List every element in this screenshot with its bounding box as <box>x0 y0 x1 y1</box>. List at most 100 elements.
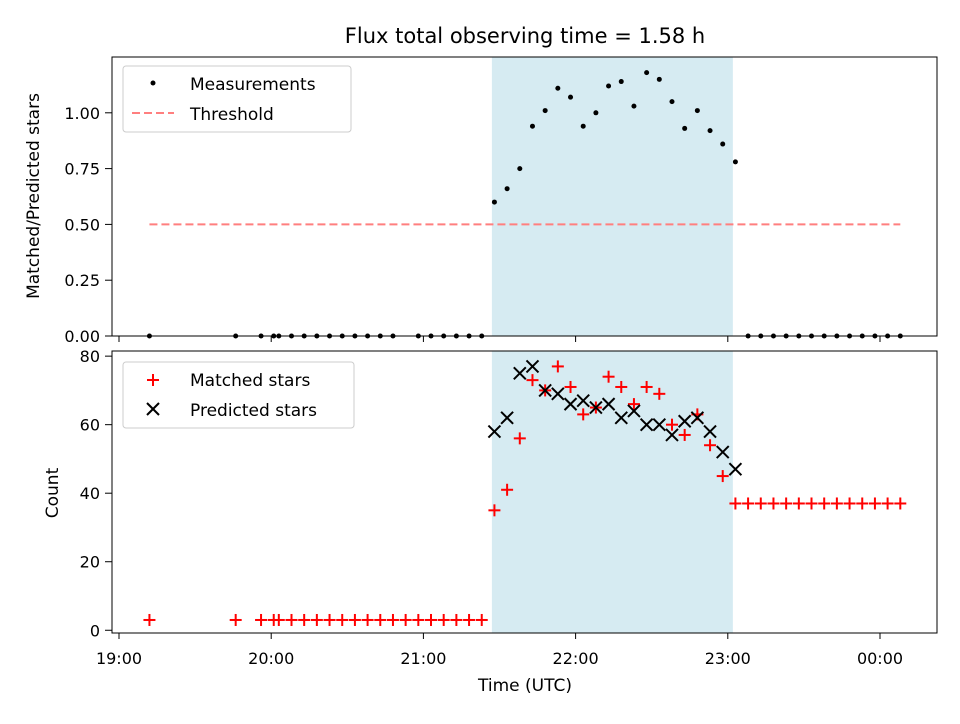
measurement-point <box>644 70 650 76</box>
matched-star-point <box>475 613 488 626</box>
top-y-tick-label: 0.50 <box>64 215 100 234</box>
matched-star-point <box>653 387 666 400</box>
matched-star-point <box>513 432 526 445</box>
predicted-star-point <box>487 424 502 439</box>
matched-star-point <box>868 497 881 510</box>
predicted-star-point <box>551 387 565 401</box>
bottom-frame <box>111 350 938 634</box>
bottom-y-tick-label: 40 <box>80 484 100 503</box>
measurement-point <box>656 76 662 82</box>
top-legend: Measurements Threshold <box>122 65 352 133</box>
x-tick-label: 20:00 <box>248 649 294 668</box>
top-highlight-span <box>491 57 733 336</box>
predicted-star-point <box>589 400 603 415</box>
x-tick-label: 19:00 <box>96 649 142 668</box>
chart-title: Flux total observing time = 1.58 h <box>345 24 705 48</box>
matched-star-point <box>437 613 450 626</box>
bottom-x-ticks: 19:00 20:00 21:00 22:00 23:00 00:00 <box>96 633 903 668</box>
x-axis-label: Time (UTC) <box>477 676 572 696</box>
legend-measurements-label: Measurements <box>190 75 316 95</box>
measurement-point <box>707 128 713 134</box>
top-frame <box>111 56 938 337</box>
matched-star-point <box>229 613 242 626</box>
predicted-star-point <box>500 411 514 425</box>
bottom-legend-box <box>122 361 355 429</box>
matched-star-point <box>323 613 336 626</box>
matched-star-point <box>564 380 577 393</box>
legend-matched-marker <box>147 374 159 386</box>
measurement-point <box>593 110 599 116</box>
legend-threshold-label: Threshold <box>189 105 274 125</box>
matched-star-point <box>742 497 755 510</box>
top-x-ticks <box>118 336 881 342</box>
matched-star-point <box>602 370 615 383</box>
matched-star-point <box>425 613 438 626</box>
bottom-y-ticks: 0 20 40 60 80 <box>80 347 112 640</box>
matched-star-point <box>272 613 285 626</box>
matched-star-point <box>716 470 729 483</box>
matched-star-point <box>704 439 717 452</box>
predicted-star-point <box>652 417 667 432</box>
measurement-point <box>555 85 561 91</box>
top-y-tick-label: 0.25 <box>64 271 100 290</box>
measurement-point <box>732 159 738 165</box>
measurement-point <box>542 108 548 114</box>
matched-star-point <box>285 613 298 626</box>
predicted-star-point <box>665 428 679 442</box>
bottom-panel: 0 20 40 60 80 19:00 20:00 21:00 22:00 23:00 00:00… <box>43 347 938 696</box>
matched-star-point <box>754 497 767 510</box>
measurement-point <box>580 123 586 129</box>
measurement-point <box>606 83 612 89</box>
predicted-star-point <box>677 414 692 428</box>
predicted-star-point <box>525 359 540 374</box>
predicted-star-point <box>576 393 590 408</box>
bottom-y-tick-label: 60 <box>80 416 100 435</box>
matched-star-point <box>399 613 412 626</box>
predicted-star-point <box>728 462 743 476</box>
top-y-tick-label: 0.00 <box>64 327 100 346</box>
matched-star-point <box>843 497 856 510</box>
measurement-point <box>618 79 624 85</box>
legend-matched-label: Matched stars <box>190 371 310 391</box>
matched-star-point <box>412 613 425 626</box>
matched-star-point <box>818 497 831 510</box>
bottom-y-tick-label: 20 <box>80 553 100 572</box>
matched-star-point <box>729 497 742 510</box>
matched-star-point <box>348 613 361 626</box>
predicted-star-point <box>716 445 730 459</box>
matched-star-point <box>577 408 590 421</box>
x-tick-label: 22:00 <box>553 649 599 668</box>
matched-star-point <box>780 497 793 510</box>
top-legend-box <box>122 65 352 133</box>
x-tick-label: 00:00 <box>857 649 903 668</box>
matched-star-point <box>374 613 387 626</box>
matched-star-point <box>361 613 374 626</box>
bottom-marks <box>143 359 907 626</box>
matched-star-point <box>386 613 399 626</box>
matched-star-point <box>894 497 907 510</box>
matched-star-point <box>488 504 501 517</box>
bottom-y-tick-label: 0 <box>90 621 100 640</box>
top-panel: 0.00 0.25 0.50 0.75 1.00 Matched/Predicted s… <box>24 56 938 346</box>
matched-star-point <box>501 483 514 496</box>
matched-star-point <box>143 613 156 626</box>
predicted-star-point <box>639 417 654 432</box>
matched-star-point <box>551 360 564 373</box>
matched-star-point <box>615 380 628 393</box>
measurement-point <box>491 199 497 205</box>
matched-star-point <box>298 613 311 626</box>
predicted-star-point <box>538 383 552 398</box>
top-y-label: Matched/Predicted stars <box>24 93 44 299</box>
matched-star-point <box>665 418 678 431</box>
predicted-star-point <box>627 404 641 418</box>
measurement-point <box>529 123 535 129</box>
legend-predicted-label: Predicted stars <box>190 401 317 421</box>
top-y-tick-label: 1.00 <box>64 104 100 123</box>
matched-star-point <box>255 613 268 626</box>
matched-star-point <box>526 374 539 387</box>
matched-star-point <box>856 497 869 510</box>
top-y-ticks: 0.00 0.25 0.50 0.75 1.00 <box>64 104 112 346</box>
matched-star-point <box>450 613 463 626</box>
matched-star-point <box>805 497 818 510</box>
